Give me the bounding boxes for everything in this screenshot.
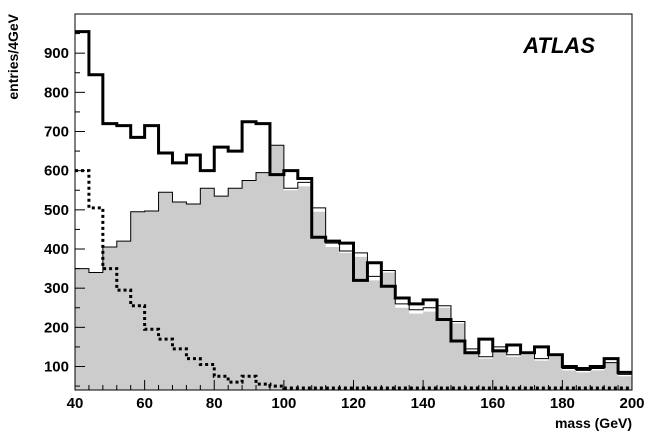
y-tick-label: 800: [44, 84, 69, 101]
x-tick-label: 60: [136, 395, 153, 412]
x-tick-label: 180: [550, 395, 575, 412]
y-axis: 100 200 300 400 500 600 700 800 900: [44, 33, 85, 387]
x-tick-label: 160: [480, 395, 505, 412]
y-tick-label: 700: [44, 124, 69, 141]
y-tick-label: 400: [44, 241, 69, 258]
x-tick-label: 100: [271, 395, 296, 412]
histogram-series-solid-thick: [75, 30, 632, 374]
y-tick-label: 600: [44, 163, 69, 180]
x-axis: 40 60 80 100 120 140 160 180 200: [67, 380, 645, 412]
x-axis-label: mass (GeV): [555, 415, 632, 431]
y-tick-label: 100: [44, 359, 69, 376]
plot-area: [75, 30, 632, 390]
x-tick-label: 140: [411, 395, 436, 412]
y-tick-label: 500: [44, 202, 69, 219]
y-tick-label: 200: [44, 319, 69, 336]
x-tick-label: 80: [206, 395, 223, 412]
x-tick-label: 120: [341, 395, 366, 412]
atlas-label: ATLAS: [522, 33, 595, 58]
y-tick-label: 300: [44, 280, 69, 297]
x-tick-label: 200: [619, 395, 644, 412]
y-tick-label: 900: [44, 45, 69, 62]
y-axis-label: entries/4GeV: [5, 13, 21, 99]
x-tick-label: 40: [67, 395, 84, 412]
